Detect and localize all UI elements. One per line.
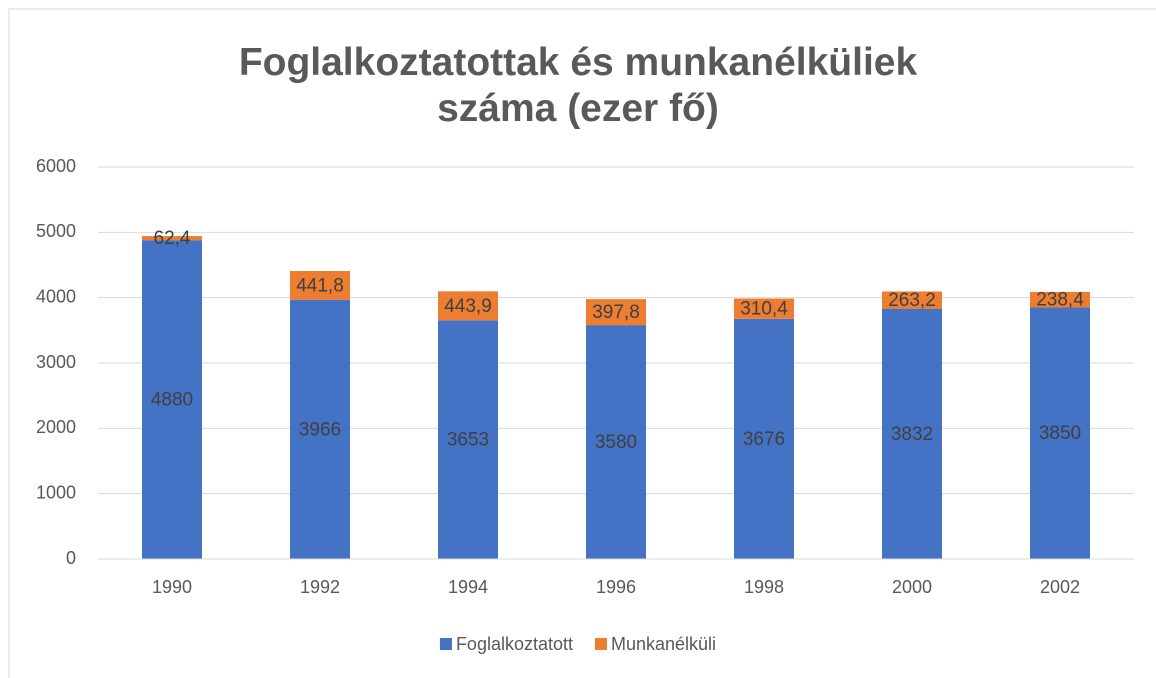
bar-segment [1030, 291, 1090, 308]
chart-border [8, 8, 1156, 678]
data-label: 441,8 [296, 275, 344, 296]
data-label: 310,4 [740, 299, 788, 320]
y-tick-label: 1000 [36, 482, 76, 502]
y-tick-label: 4000 [36, 286, 76, 306]
data-label: 238,4 [1036, 290, 1084, 311]
data-label: 443,9 [444, 296, 492, 317]
bar-segment [290, 299, 350, 559]
y-tick-label: 0 [66, 548, 76, 568]
data-label: 4880 [151, 390, 193, 411]
bar-segment [586, 299, 646, 326]
data-label: 3832 [891, 424, 933, 445]
bar-segment [882, 291, 942, 309]
x-tick-label: 1992 [300, 577, 340, 597]
bar-segment [142, 236, 202, 241]
x-tick-label: 1998 [744, 577, 784, 597]
bar-segment [734, 318, 794, 559]
y-tick-label: 5000 [36, 221, 76, 241]
legend-swatch [595, 638, 607, 650]
data-label: 263,2 [888, 290, 936, 311]
y-tick-label: 6000 [36, 156, 76, 176]
data-label: 3580 [595, 432, 637, 453]
data-label: 3966 [299, 419, 341, 440]
x-tick-label: 2002 [1040, 577, 1080, 597]
data-label: 3653 [447, 430, 489, 451]
data-label: 3850 [1039, 423, 1081, 444]
bar-segment [438, 320, 498, 559]
data-label: 397,8 [592, 302, 640, 323]
data-label: 3676 [743, 429, 785, 450]
legend-label: Munkanélküli [611, 634, 716, 654]
bar-segment [1030, 307, 1090, 559]
y-tick-label: 3000 [36, 352, 76, 372]
legend-swatch [439, 638, 452, 650]
x-tick-label: 2000 [892, 577, 932, 597]
x-tick-label: 1996 [596, 577, 636, 597]
bar-segment [142, 240, 202, 559]
bar-segment [586, 325, 646, 559]
x-tick-label: 1994 [448, 577, 488, 597]
bar-segment [290, 271, 350, 300]
data-label: 62,4 [154, 228, 191, 249]
bar-segment [882, 308, 942, 559]
x-tick-label: 1990 [152, 577, 192, 597]
y-tick-label: 2000 [36, 417, 76, 437]
chart-title: Foglalkoztatottak és munkanélküliek szám… [238, 41, 918, 130]
bar-segment [438, 291, 498, 321]
legend-label: Foglalkoztatott [456, 634, 573, 654]
bar-segment [734, 298, 794, 319]
